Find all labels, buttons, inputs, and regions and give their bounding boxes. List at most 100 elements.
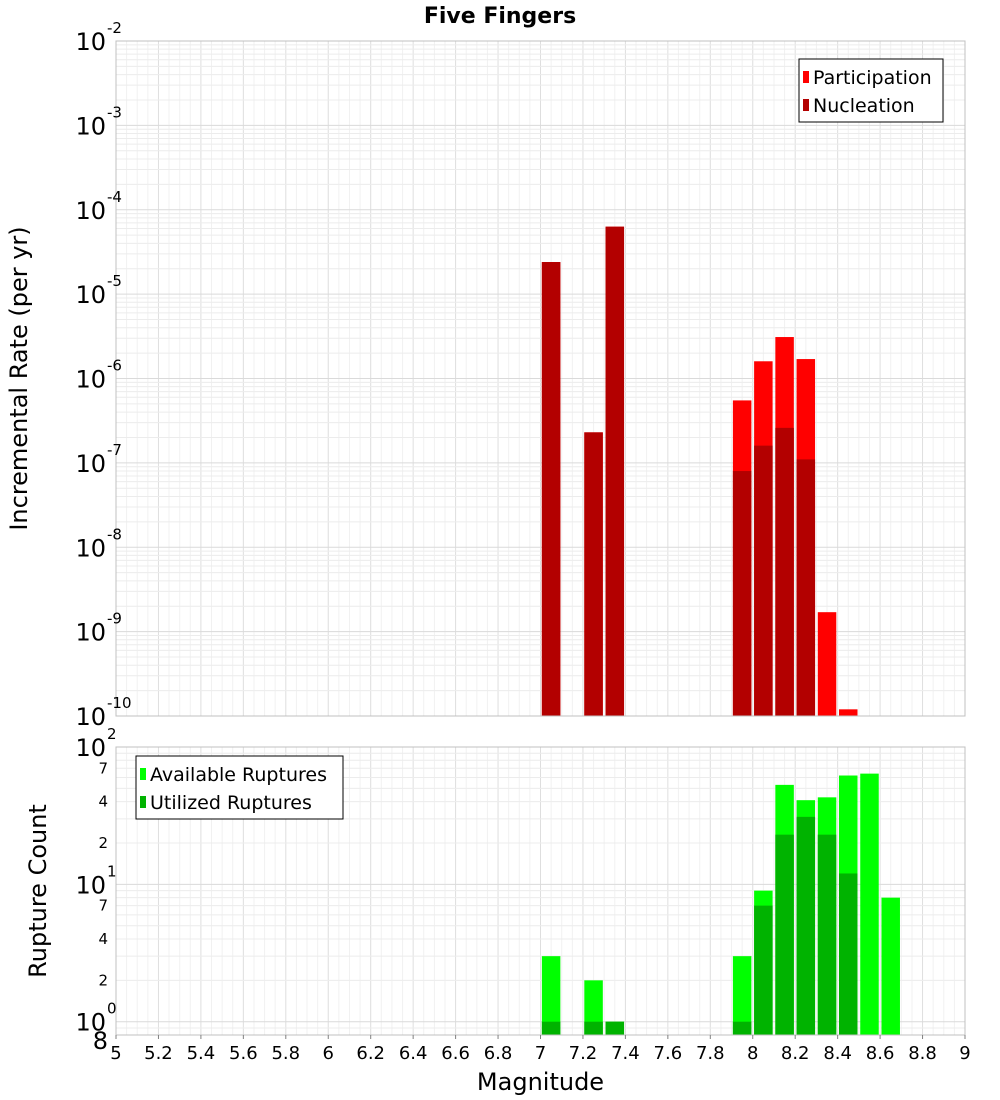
x-tick-label: 6.2 — [356, 1043, 385, 1064]
legend-label: Participation — [813, 67, 932, 89]
x-tick-label: 6.8 — [484, 1043, 513, 1064]
y-minor-tick-label: 4 — [98, 930, 108, 948]
y-tick-label-exponent: -8 — [107, 525, 122, 543]
x-tick-label: 7.2 — [569, 1043, 598, 1064]
legend-label: Nucleation — [813, 95, 915, 117]
bar-utilized-ruptures — [796, 816, 816, 1035]
y-tick-label-exponent: -10 — [107, 694, 132, 712]
count-y-axis-label: Rupture Count — [24, 804, 52, 978]
bar-available-ruptures — [860, 773, 879, 1035]
y-minor-tick-label: 7 — [98, 897, 108, 915]
x-tick-label: 8 — [747, 1043, 758, 1064]
y-tick-label-base: 10 — [75, 197, 106, 225]
x-tick-label: 8.2 — [781, 1043, 810, 1064]
bar-utilized-ruptures — [584, 1021, 603, 1035]
x-tick-label: 7.6 — [654, 1043, 683, 1064]
x-tick-label: 5 — [110, 1043, 121, 1064]
x-tick-label: 5.4 — [187, 1043, 216, 1064]
count-legend: Available Ruptures Utilized Ruptures — [135, 755, 344, 820]
x-axis-label: Magnitude — [477, 1068, 604, 1096]
y-tick-label-base: 10 — [75, 366, 106, 394]
legend-swatch — [140, 796, 146, 808]
legend-swatch — [803, 71, 809, 83]
y-tick-label-exponent: -3 — [107, 103, 122, 121]
bar-nucleation — [605, 226, 625, 716]
bar-utilized-ruptures — [839, 873, 858, 1035]
x-tick-label: 8.4 — [823, 1043, 852, 1064]
bar-available-ruptures — [881, 897, 900, 1035]
y-minor-tick-label: 4 — [98, 793, 108, 811]
x-tick-label: 5.2 — [144, 1043, 173, 1064]
bar-utilized-ruptures — [541, 1021, 561, 1035]
y-minor-tick-label: 8 — [93, 1027, 108, 1055]
x-tick-label: 8.8 — [908, 1043, 937, 1064]
x-tick-label: 9 — [959, 1043, 970, 1064]
bar-participation — [839, 709, 858, 716]
x-tick-label: 8.6 — [866, 1043, 895, 1064]
bar-available-ruptures — [732, 956, 752, 1035]
legend-box — [798, 58, 944, 123]
rate-bars — [541, 226, 858, 716]
bar-utilized-ruptures — [754, 905, 773, 1035]
x-tick-label: 6.6 — [441, 1043, 470, 1064]
bar-utilized-ruptures — [775, 834, 794, 1035]
bar-participation — [817, 612, 837, 716]
bar-nucleation — [584, 432, 603, 716]
bar-available-ruptures — [541, 956, 561, 1035]
y-tick-label-exponent: 0 — [107, 1000, 117, 1018]
rate-plot-border — [115, 40, 966, 717]
y-tick-label-exponent: -6 — [107, 357, 122, 375]
y-tick-label-exponent: -4 — [107, 188, 122, 206]
rate-legend: Participation Nucleation — [798, 58, 944, 123]
bar-nucleation — [775, 427, 794, 716]
legend-label: Utilized Ruptures — [150, 792, 312, 814]
bar-available-ruptures — [584, 980, 603, 1035]
y-tick-label-base: 10 — [75, 619, 106, 647]
x-tick-label: 5.6 — [229, 1043, 258, 1064]
count-bars — [541, 773, 900, 1035]
bar-nucleation — [796, 459, 816, 716]
y-minor-tick-label: 7 — [98, 759, 108, 777]
bar-utilized-ruptures — [817, 834, 837, 1035]
y-tick-label-exponent: -7 — [107, 441, 122, 459]
bar-nucleation — [541, 262, 561, 716]
y-tick-label-exponent: 2 — [107, 725, 117, 743]
bar-nucleation — [732, 471, 752, 716]
y-tick-label-exponent: -9 — [107, 610, 122, 628]
bar-utilized-ruptures — [732, 1021, 752, 1035]
y-tick-label-base: 10 — [75, 281, 106, 309]
rate-y-axis-label: Incremental Rate (per yr) — [5, 226, 33, 530]
chart-title: Five Fingers — [424, 4, 576, 29]
y-minor-tick-label: 2 — [98, 834, 108, 852]
y-tick-label-base: 10 — [75, 871, 106, 899]
legend-swatch — [803, 99, 809, 111]
y-tick-label-base: 10 — [75, 450, 106, 478]
y-tick-label-base: 10 — [75, 112, 106, 140]
x-tick-label: 7 — [535, 1043, 546, 1064]
x-tick-label: 7.8 — [696, 1043, 725, 1064]
x-axis-ticks: 5 5.2 5.4 5.6 5.8 6 6.2 6.4 6.6 6.8 7 7.2 7.4 7.6 7.8 8… — [110, 1035, 971, 1064]
y-tick-label-base: 10 — [75, 703, 106, 731]
y-tick-label-exponent: 1 — [107, 862, 117, 880]
y-tick-label-base: 10 — [75, 1009, 106, 1037]
bar-utilized-ruptures — [605, 1021, 625, 1035]
x-tick-label: 6 — [323, 1043, 334, 1064]
y-minor-tick-label: 2 — [98, 971, 108, 989]
legend-box — [135, 755, 344, 820]
y-tick-label-exponent: -5 — [107, 272, 122, 290]
y-tick-label-base: 10 — [75, 534, 106, 562]
y-tick-label-base: 10 — [75, 28, 106, 56]
x-tick-label: 7.4 — [611, 1043, 640, 1064]
legend-swatch — [140, 768, 146, 780]
legend-label: Available Ruptures — [150, 764, 327, 786]
y-tick-label-base: 10 — [75, 734, 106, 762]
rate-gridlines — [115, 40, 966, 717]
x-tick-label: 6.4 — [399, 1043, 428, 1064]
bar-nucleation — [754, 445, 773, 716]
y-tick-label-exponent: -2 — [107, 19, 122, 37]
